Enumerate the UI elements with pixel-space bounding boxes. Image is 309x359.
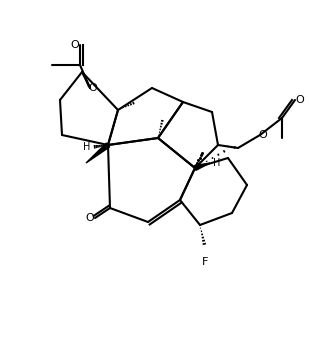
- Text: O: O: [89, 83, 97, 93]
- Polygon shape: [86, 143, 110, 163]
- Text: O: O: [296, 95, 304, 105]
- Polygon shape: [194, 163, 210, 171]
- Text: H: H: [83, 142, 90, 152]
- Text: O: O: [259, 130, 267, 140]
- Text: H: H: [213, 158, 220, 168]
- Text: O: O: [86, 213, 94, 223]
- Text: F: F: [202, 257, 208, 267]
- Text: O: O: [71, 40, 79, 50]
